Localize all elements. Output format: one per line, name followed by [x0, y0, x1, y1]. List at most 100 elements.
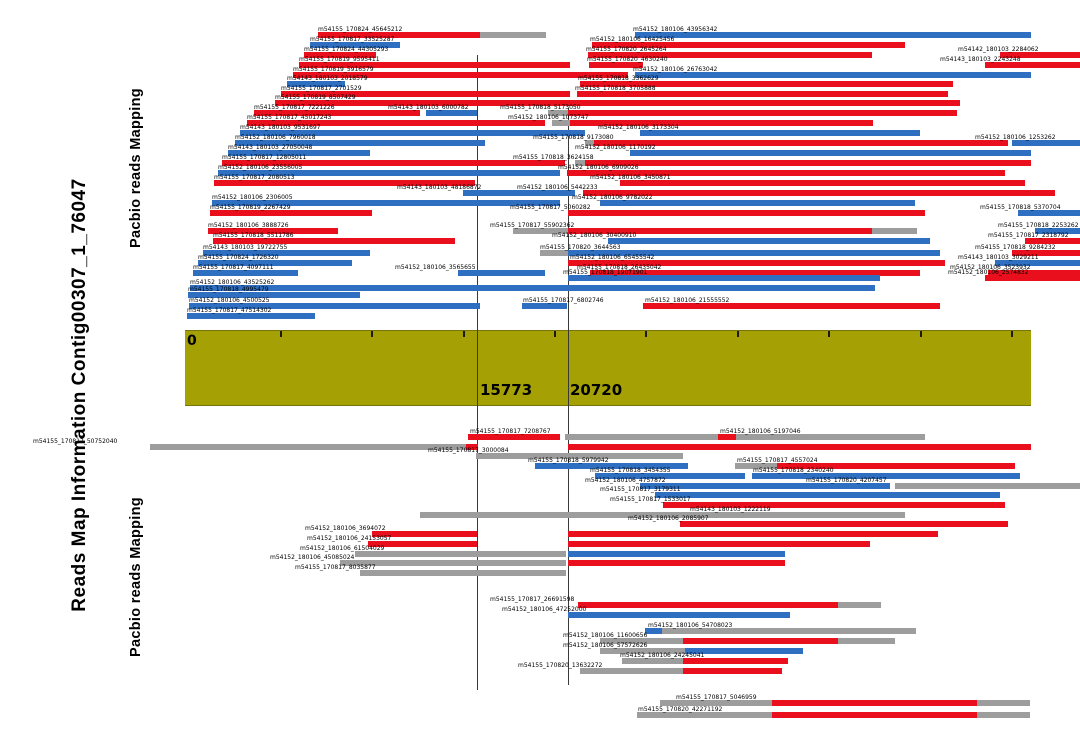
read-label: m54155_170818_5511786 — [213, 232, 294, 239]
read-bar-segment — [222, 160, 565, 166]
read-label: m54143_180103_9531697 — [240, 124, 321, 131]
read-bar-segment — [299, 62, 570, 68]
read-bar-segment — [570, 120, 873, 126]
read-bar-segment — [583, 190, 1055, 196]
read-bar-segment — [318, 32, 480, 38]
read-bar-segment — [895, 483, 1080, 489]
read-bar-segment — [568, 444, 1031, 450]
read-bar-segment — [594, 140, 1008, 146]
read-label: m54155_170819_8507429 — [275, 94, 356, 101]
read-label: m54152_180106_3450871 — [590, 174, 671, 181]
read-label: m54155_170817_2318792 — [988, 232, 1069, 239]
read-bar-segment — [458, 270, 545, 276]
read-label: m54152_180106_4500525 — [189, 297, 270, 304]
read-bar-segment — [540, 250, 568, 256]
read-label: m54155_170824_45645212 — [318, 26, 403, 33]
read-label: m54155_170818_5173050 — [500, 104, 581, 111]
read-label: m54155_170820_3644563 — [540, 244, 621, 251]
read-label: m54155_170818_3624158 — [513, 154, 594, 161]
contig-tick — [920, 331, 922, 337]
read-bar-segment — [190, 285, 875, 291]
read-bar-segment — [368, 541, 477, 547]
read-bar-segment — [372, 531, 477, 537]
read-bar-segment — [683, 668, 782, 674]
panel-label-top: Pacbio reads Mapping — [128, 88, 144, 248]
contig-tick — [737, 331, 739, 337]
read-label: m54152_180106_21555552 — [645, 297, 730, 304]
read-bar-segment — [1000, 52, 1080, 58]
figure-title: Reads Map Information Contig00307_1_7604… — [69, 178, 90, 612]
read-bar-segment — [568, 560, 785, 566]
read-bar-segment — [567, 170, 1005, 176]
read-bar-segment — [578, 602, 838, 608]
read-label: m54155_170818_9173080 — [533, 134, 614, 141]
read-bar-segment — [214, 180, 475, 186]
read-label: m54143_180103_19722755 — [203, 244, 288, 251]
read-label: m54155_170818_3454355 — [590, 467, 671, 474]
read-label: m54155_170820_2645264 — [586, 46, 667, 53]
read-bar-segment — [736, 434, 925, 440]
read-bar-segment — [872, 228, 917, 234]
read-bar-segment — [275, 100, 960, 106]
read-label: m54155_170817_3000084 — [428, 447, 509, 454]
read-label: m54152_180106_26763042 — [633, 66, 718, 73]
contig-tick — [828, 331, 830, 337]
read-label: m54155_170819_2267429 — [210, 204, 291, 211]
read-bar-segment — [608, 238, 930, 244]
read-bar-segment — [310, 42, 400, 48]
read-bar-segment — [585, 160, 1031, 166]
read-label: m54155_170818_2340240 — [753, 467, 834, 474]
read-bar-segment — [213, 238, 455, 244]
read-bar-segment — [645, 628, 662, 634]
read-bar-segment — [304, 52, 376, 58]
read-label: m54152_180106_54708023 — [648, 622, 733, 629]
read-label: m54152_180106_3888726 — [208, 222, 289, 229]
read-bar-segment — [718, 434, 736, 440]
read-bar-segment — [247, 120, 545, 126]
read-label: m54155_170820_4207457 — [806, 477, 887, 484]
read-label: m54152_180106_7960018 — [235, 134, 316, 141]
read-label: m54152_180106_3565655 — [395, 264, 476, 271]
read-bar-segment — [568, 551, 785, 557]
read-label: m54152_180106_61504029 — [300, 545, 385, 552]
read-bar-segment — [588, 52, 872, 58]
read-bar-segment — [565, 434, 718, 440]
read-bar-segment — [189, 303, 480, 309]
read-label: m54152_180106_11600656 — [563, 632, 648, 639]
read-bar-segment — [552, 120, 570, 126]
read-bar-segment — [643, 303, 940, 309]
read-bar-segment — [568, 612, 790, 618]
read-bar-segment — [977, 712, 1030, 718]
read-label: m54152_180106_9782022 — [572, 194, 653, 201]
contig-tick — [371, 331, 373, 337]
read-bar-segment — [595, 473, 745, 479]
read-label: m54152_180106_3173304 — [598, 124, 679, 131]
read-bar-segment — [281, 91, 570, 97]
read-label: m54152_180106_65455542 — [570, 254, 655, 261]
read-bar-segment — [293, 72, 628, 78]
read-bar-segment — [203, 250, 370, 256]
read-label: m54155_170820_13632272 — [518, 662, 603, 669]
read-bar-segment — [476, 453, 683, 459]
read-bar-segment — [208, 228, 338, 234]
read-bar-segment — [463, 190, 575, 196]
read-bar-segment — [580, 81, 953, 87]
read-bar-segment — [655, 492, 1000, 498]
read-bar-segment — [150, 444, 466, 450]
read-label: m54155_170817_33525287 — [310, 36, 395, 43]
read-bar-segment — [187, 313, 315, 319]
read-bar-segment — [568, 275, 880, 281]
read-label: m54152_180106_43525262 — [190, 279, 275, 286]
read-bar-segment — [468, 434, 560, 440]
read-label: m54155_170824_44305293 — [304, 46, 389, 53]
contig-tick — [1011, 331, 1013, 337]
read-label: m54155_170818_4995479 — [188, 286, 269, 293]
read-bar-segment — [1025, 238, 1080, 244]
read-label: m54152_180106_45085024 — [270, 554, 355, 561]
read-label: m54143_180103_3029211 — [958, 254, 1039, 261]
read-bar-segment — [985, 275, 1080, 281]
read-label: m54155_170818_26435042 — [577, 264, 662, 271]
read-label: m54155_170818_9284232 — [975, 244, 1056, 251]
read-label: m54152_180106_5197046 — [720, 428, 801, 435]
read-label: m54155_170817_26691598 — [490, 596, 575, 603]
